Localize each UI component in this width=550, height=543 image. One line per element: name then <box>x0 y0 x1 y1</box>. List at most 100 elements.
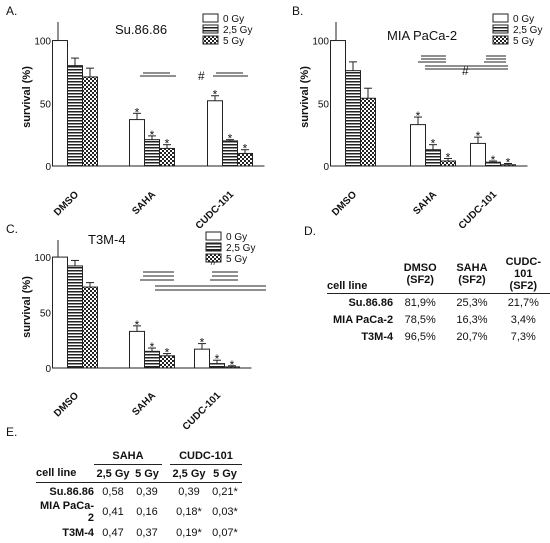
table-cell: 20,7% <box>456 330 488 343</box>
chart-title: T3M-4 <box>88 232 126 247</box>
legend-swatch <box>492 35 509 45</box>
y-tick-label: 50 <box>318 99 330 110</box>
bar <box>159 147 175 167</box>
legend-label: 0 Gy <box>226 232 247 243</box>
subheader: 5 Gy <box>132 464 162 483</box>
bar <box>129 119 145 167</box>
y-axis-label: survival (%) <box>21 276 33 338</box>
sf2-corner-label: cell line <box>327 256 394 294</box>
significance-star: * <box>165 346 170 360</box>
ratio-table: SAHA CUDC-101 cell line 2,5 Gy 5 Gy 2,5 … <box>36 447 242 541</box>
chart-mia-paca-2: 0 50 100 survival (%) MIA PaCa-2 DMSO SAHA CUDC… <box>299 13 542 232</box>
category-label: CUDC-101 <box>181 390 224 433</box>
legend-label: 5 Gy <box>513 36 534 47</box>
significance-star: * <box>150 128 155 142</box>
hash-marker: # <box>198 69 205 83</box>
significance-star: * <box>491 153 496 167</box>
significance-star: * <box>431 137 436 151</box>
significance-star: * <box>135 105 140 119</box>
y-tick-label: 0 <box>45 162 51 173</box>
y-axis-label: survival (%) <box>21 66 33 128</box>
bar <box>67 265 83 369</box>
subheader: 5 Gy <box>208 464 242 483</box>
significance-star: * <box>506 155 511 169</box>
category-label: CUDC-101 <box>194 189 237 232</box>
table-cell: 21,7% <box>507 296 539 309</box>
panel-letter-b: B. <box>292 4 304 18</box>
table-cell: 0,37 <box>136 526 158 539</box>
category-label: CUDC-101 <box>457 189 500 232</box>
y-tick-label: 100 <box>34 37 51 48</box>
legend-swatch <box>202 13 219 23</box>
legend-label: 5 Gy <box>223 36 244 47</box>
chart-su8686: 0 50 100 survival (%) Su.86.86 DMSO SAHA CUDC-1… <box>21 13 265 232</box>
legend-label: 0 Gy <box>223 14 244 25</box>
significance-star: * <box>446 150 451 164</box>
bar <box>207 100 223 167</box>
legend-swatch <box>202 35 219 45</box>
bar <box>345 70 361 167</box>
significance-star: * <box>476 129 481 143</box>
sf2-header-saha: SAHA (SF2) <box>447 256 497 294</box>
group-header-cudc: CUDC-101 <box>170 447 242 465</box>
legend-label: 2,5 Gy <box>226 243 255 254</box>
category-label: DMSO <box>52 390 81 419</box>
legend-swatch <box>205 231 222 241</box>
significance-star: * <box>228 132 233 146</box>
table-cell: 0,03* <box>212 506 238 518</box>
table-row: MIA PaCa-2 78,5% 16,3% 3,4% <box>327 311 550 328</box>
bar <box>144 139 160 167</box>
bar <box>194 348 210 369</box>
bar <box>410 124 426 167</box>
table-row: T3M-4 0,47 0,37 0,19* 0,07* <box>36 524 242 541</box>
category-label: DMSO <box>52 189 81 218</box>
significance-star: * <box>243 142 248 156</box>
y-tick-label: 0 <box>45 364 51 375</box>
sf2-header-dmso: DMSO (SF2) <box>393 256 448 294</box>
bar <box>67 65 83 167</box>
significance-star: * <box>165 137 170 151</box>
legend-label: 2,5 Gy <box>223 25 252 36</box>
y-tick-label: 50 <box>40 99 52 110</box>
category-label: SAHA <box>130 390 158 418</box>
significance-star: * <box>213 88 218 102</box>
table-cell: 0,18* <box>176 506 202 518</box>
table-cell: 81,9% <box>404 296 436 309</box>
category-label: DMSO <box>330 189 359 218</box>
legend-swatch <box>205 253 222 263</box>
significance-star: * <box>135 318 140 332</box>
category-label: SAHA <box>411 189 439 217</box>
bar <box>425 149 441 167</box>
table-row: MIA PaCa-2 0,41 0,16 0,18* 0,03* <box>36 500 242 524</box>
sf2-table: cell line DMSO (SF2) SAHA (SF2) CUDC-101 (S… <box>327 256 550 345</box>
y-tick-label: 50 <box>40 309 52 320</box>
table-cell: 3,4% <box>510 313 536 326</box>
row-label: Su.86.86 <box>348 296 394 309</box>
table-cell: 0,39 <box>178 485 200 498</box>
bar <box>330 40 346 167</box>
table-cell: 0,19* <box>176 526 202 539</box>
ratio-group-header-row: SAHA CUDC-101 <box>36 447 242 465</box>
y-axis-label: survival (%) <box>299 66 311 128</box>
table-cell: 96,5% <box>404 330 436 343</box>
ratio-sub-header-row: cell line 2,5 Gy 5 Gy 2,5 Gy 5 Gy <box>36 464 242 483</box>
bar <box>82 286 98 369</box>
group-header-saha: SAHA <box>94 447 162 465</box>
ratio-corner-label: cell line <box>36 464 94 483</box>
panel-letter-d: D. <box>304 224 316 238</box>
table-row: Su.86.86 0,58 0,39 0,39 0,21* <box>36 483 242 501</box>
chart-title: MIA PaCa-2 <box>387 28 457 43</box>
legend-label: 5 Gy <box>226 254 247 265</box>
y-tick-label: 0 <box>323 162 329 173</box>
chart-title: Su.86.86 <box>115 22 167 37</box>
row-label: Su.86.86 <box>49 485 94 498</box>
subheader: 2,5 Gy <box>94 464 132 483</box>
row-label: MIA PaCa-2 <box>40 500 94 524</box>
bar <box>52 256 68 369</box>
table-cell: 0,39 <box>136 485 158 498</box>
legend-label: 2,5 Gy <box>513 25 542 36</box>
category-label: SAHA <box>130 189 158 217</box>
table-cell: 0,47 <box>102 526 124 539</box>
legend-swatch <box>205 242 222 252</box>
